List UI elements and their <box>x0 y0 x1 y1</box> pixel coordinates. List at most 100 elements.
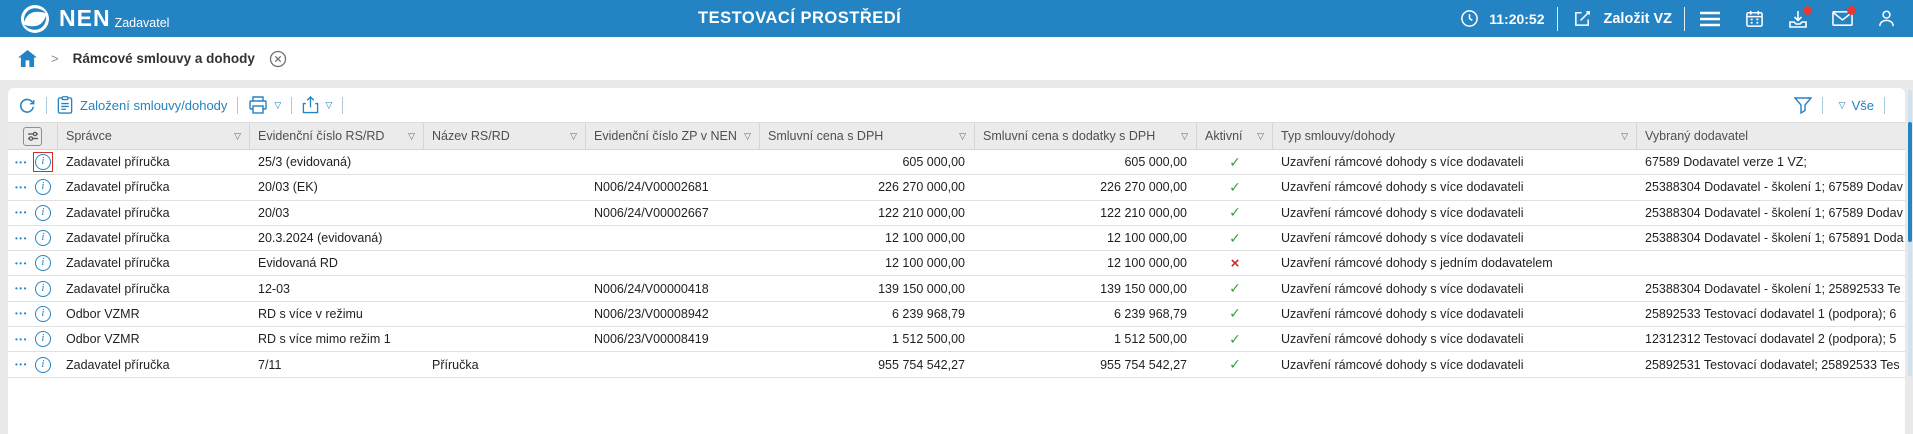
vertical-scrollbar[interactable] <box>1908 90 1912 376</box>
row-menu-icon[interactable]: ••• <box>15 157 28 167</box>
cell-nazev <box>424 226 586 250</box>
row-info-icon[interactable]: i <box>34 280 51 297</box>
brand-name: NEN <box>59 5 111 31</box>
cell-nazev: Příručka <box>432 357 479 372</box>
column-filter-icon[interactable]: ▽ <box>234 130 241 141</box>
cell-cislo_rsrd: RD s více mimo režim 1 <box>258 332 391 347</box>
cell-cena: 605 000,00 <box>902 155 965 170</box>
row-actions-cell: ••• i <box>8 150 58 174</box>
row-info-wrap: i <box>33 203 53 223</box>
row-menu-icon[interactable]: ••• <box>15 182 28 192</box>
export-icon[interactable] <box>302 96 319 114</box>
table-row[interactable]: ••• i Zadavatel příručka 20/03 (EK) N006/24/… <box>8 175 1905 201</box>
row-info-icon[interactable]: i <box>34 305 51 322</box>
cell-aktivni: ✓ <box>1197 276 1273 300</box>
row-info-icon[interactable]: i <box>34 356 51 373</box>
row-menu-icon[interactable]: ••• <box>15 233 28 243</box>
vertical-scrollbar-thumb[interactable] <box>1908 122 1912 242</box>
row-info-icon[interactable]: i <box>34 255 51 272</box>
top-bar: NEN Zadavatel TESTOVACÍ PROSTŘEDÍ 11:20:… <box>0 0 1913 37</box>
column-header-dodavatel[interactable]: Vybraný dodavatel <box>1637 123 1905 149</box>
cell-cena_dodatky: 226 270 000,00 <box>1100 180 1187 195</box>
cell-nazev <box>424 302 586 326</box>
export-dropdown-icon[interactable]: ▽ <box>325 99 333 110</box>
print-icon[interactable] <box>248 96 268 114</box>
page-title[interactable]: Rámcové smlouvy a dohody <box>72 51 255 66</box>
column-filter-icon[interactable]: ▽ <box>1257 130 1264 141</box>
downloads-tray-icon[interactable] <box>1785 5 1812 32</box>
create-vz-icon[interactable] <box>1570 6 1596 32</box>
filter-funnel-icon[interactable] <box>1793 96 1812 114</box>
close-tab-icon[interactable] <box>269 50 287 68</box>
row-menu-icon[interactable]: ••• <box>15 208 28 218</box>
row-info-icon[interactable]: i <box>34 204 51 221</box>
mail-icon[interactable] <box>1829 5 1856 32</box>
cell-zp_nen <box>586 226 760 250</box>
row-info-wrap: i <box>33 228 53 248</box>
row-menu-icon[interactable]: ••• <box>15 334 28 344</box>
column-header-cislo_rsrd[interactable]: Evidenční číslo RS/RD ▽ <box>250 123 424 149</box>
row-info-icon[interactable]: i <box>34 154 51 171</box>
new-contract-icon[interactable] <box>57 96 73 114</box>
cell-cislo_rsrd: 25/3 (evidovaná) <box>258 155 352 170</box>
column-label: Název RS/RD <box>432 129 510 143</box>
table-row[interactable]: ••• i Zadavatel příručka 12-03 N006/24/V0000… <box>8 276 1905 302</box>
row-info-icon[interactable]: i <box>34 331 51 348</box>
row-menu-icon[interactable]: ••• <box>15 258 28 268</box>
column-header-spravce[interactable]: Správce ▽ <box>58 123 250 149</box>
refresh-icon[interactable] <box>18 96 36 114</box>
column-filter-icon[interactable]: ▽ <box>570 130 577 141</box>
table-row[interactable]: ••• i Odbor VZMR RD s více mimo režim 1 N006… <box>8 327 1905 353</box>
column-filter-icon[interactable]: ▽ <box>1181 130 1188 141</box>
new-contract-link[interactable]: Založení smlouvy/dohody <box>80 97 228 113</box>
cell-spravce: Odbor VZMR <box>66 306 140 321</box>
column-header-aktivni[interactable]: Aktivní ▽ <box>1197 123 1273 149</box>
user-profile-icon[interactable] <box>1873 6 1899 32</box>
column-chooser-cell <box>8 123 58 149</box>
column-filter-icon[interactable]: ▽ <box>959 130 966 141</box>
create-vz-button[interactable]: Založit VZ <box>1603 10 1672 27</box>
cell-spravce: Zadavatel příručka <box>66 205 170 220</box>
topbar-divider <box>1684 6 1685 31</box>
view-filter-all[interactable]: Vše <box>1851 97 1874 113</box>
cell-cena: 955 754 542,27 <box>878 357 965 372</box>
active-check-icon: ✓ <box>1229 178 1241 195</box>
table-row[interactable]: ••• i Zadavatel příručka 20/03 N006/24/V0000… <box>8 200 1905 226</box>
cell-cena_dodatky: 122 210 000,00 <box>1100 205 1187 220</box>
column-header-cena[interactable]: Smluvní cena s DPH ▽ <box>760 123 975 149</box>
column-header-typ[interactable]: Typ smlouvy/dohody ▽ <box>1273 123 1637 149</box>
column-filter-icon[interactable]: ▽ <box>1621 130 1628 141</box>
print-dropdown-icon[interactable]: ▽ <box>274 99 282 110</box>
row-info-icon[interactable]: i <box>34 179 51 196</box>
cell-zp_nen: N006/23/V00008419 <box>594 332 709 347</box>
row-menu-icon[interactable]: ••• <box>15 309 28 319</box>
cell-cislo_rsrd: 20/03 <box>258 205 290 220</box>
cell-aktivni: ✓ <box>1197 175 1273 199</box>
column-filter-icon[interactable]: ▽ <box>744 130 751 141</box>
row-menu-icon[interactable]: ••• <box>15 284 28 294</box>
menu-hamburger-icon[interactable] <box>1697 6 1723 32</box>
current-time: 11:20:52 <box>1489 10 1545 27</box>
calendar-icon[interactable] <box>1741 6 1767 32</box>
table-row[interactable]: ••• i Odbor VZMR RD s více v režimu N006/23/… <box>8 301 1905 328</box>
column-header-cena_dodatky[interactable]: Smluvní cena s dodatky s DPH ▽ <box>975 123 1197 149</box>
column-header-nazev[interactable]: Název RS/RD ▽ <box>424 123 586 149</box>
table-header: Správce ▽ Evidenční číslo RS/RD ▽ Název RS/R… <box>8 122 1905 150</box>
row-info-icon[interactable]: i <box>34 230 51 247</box>
home-icon[interactable] <box>18 50 37 67</box>
view-filter-dropdown-icon[interactable]: ▽ <box>1838 99 1846 110</box>
cell-cena_dodatky: 139 150 000,00 <box>1100 281 1187 296</box>
column-header-zp_nen[interactable]: Evidenční číslo ZP v NEN ▽ <box>586 123 760 149</box>
table-row[interactable]: ••• i Zadavatel příručka 25/3 (evidovaná) 60… <box>8 150 1905 176</box>
table-row[interactable]: ••• i Zadavatel příručka Evidovaná RD 12 100… <box>8 251 1905 277</box>
cell-spravce: Odbor VZMR <box>66 332 140 347</box>
row-menu-icon[interactable]: ••• <box>15 360 28 370</box>
column-chooser-icon[interactable] <box>23 126 42 146</box>
table-row[interactable]: ••• i Zadavatel příručka 7/11 Příručka 955 75… <box>8 352 1905 378</box>
cell-zp_nen <box>586 251 760 275</box>
row-actions-cell: ••• i <box>8 302 58 326</box>
table-row[interactable]: ••• i Zadavatel příručka 20.3.2024 (evidova… <box>8 225 1905 252</box>
table-toolbar: Založení smlouvy/dohody ▽ ▽ ▽ Vše <box>8 88 1905 122</box>
cell-cena: 6 239 968,79 <box>892 306 965 321</box>
column-filter-icon[interactable]: ▽ <box>408 130 415 141</box>
